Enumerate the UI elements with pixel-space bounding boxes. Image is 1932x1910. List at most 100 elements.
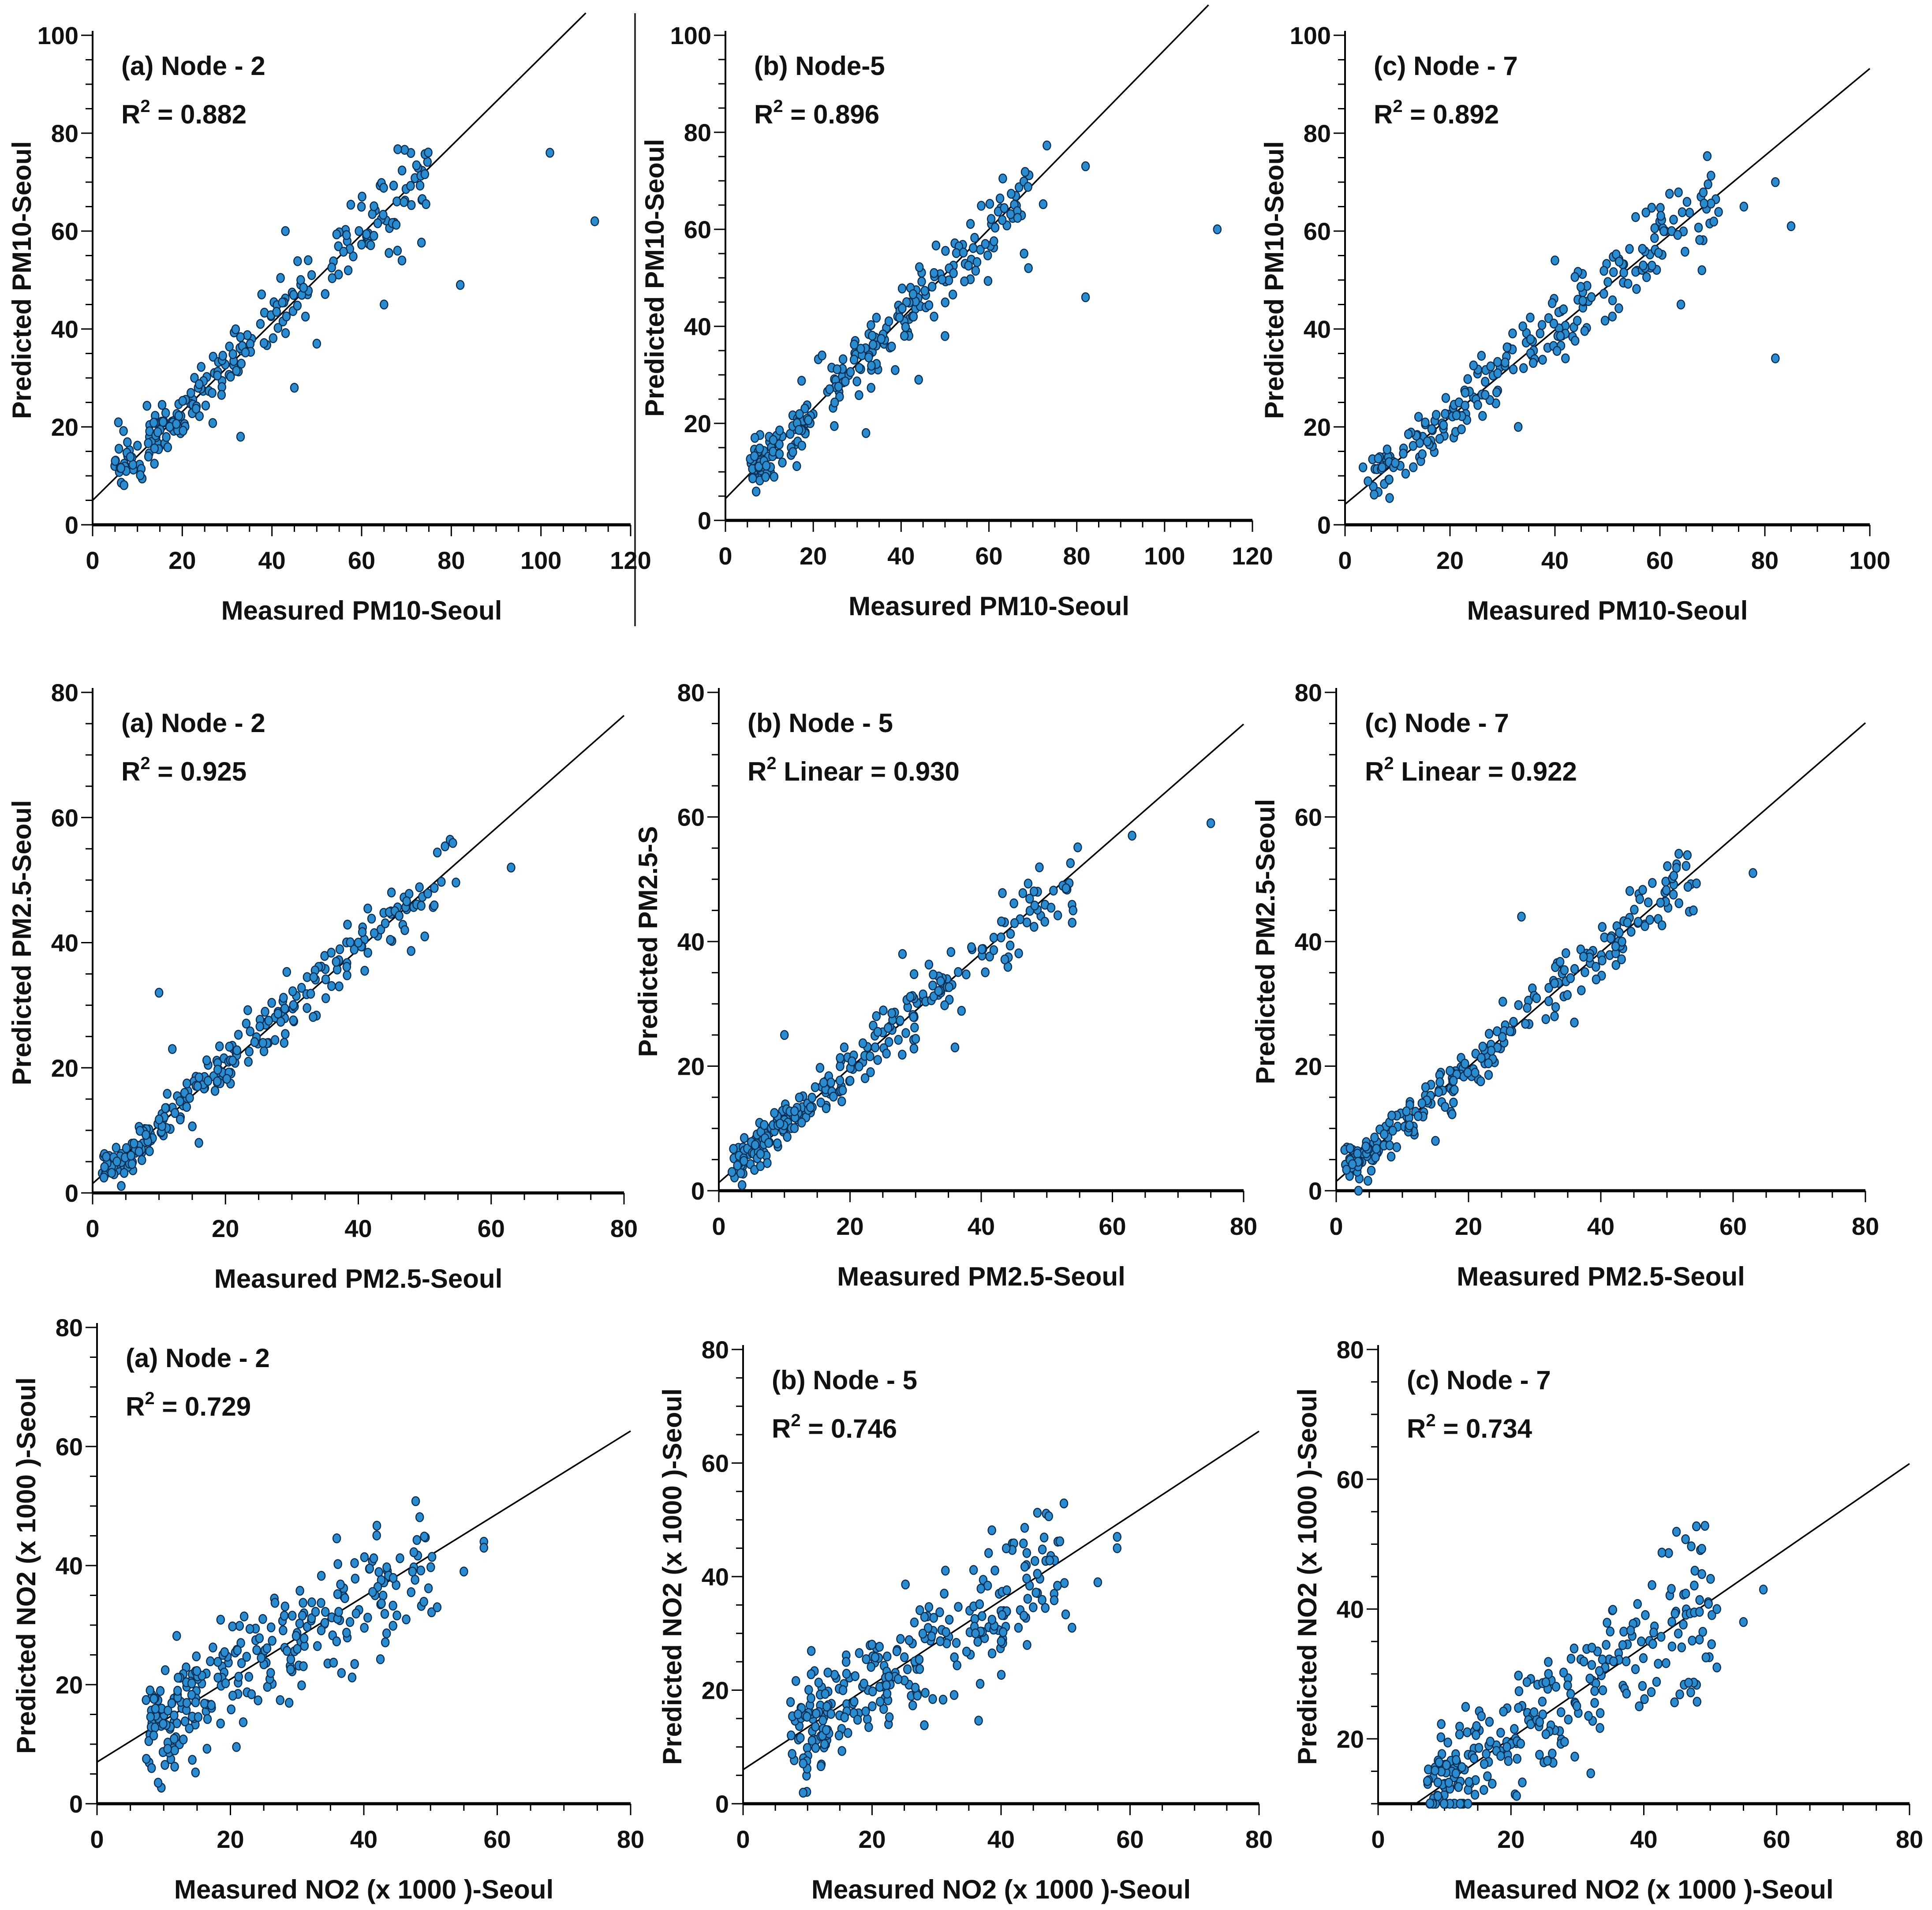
data-point	[147, 1763, 156, 1773]
data-point	[1712, 1662, 1721, 1673]
data-point	[112, 1156, 121, 1166]
data-point	[1039, 1532, 1049, 1543]
data-point	[279, 1625, 288, 1636]
data-point	[142, 1130, 150, 1140]
data-point	[761, 472, 770, 482]
data-point	[299, 283, 308, 293]
data-point	[321, 974, 330, 984]
data-point	[1473, 400, 1482, 410]
data-point	[797, 1118, 806, 1128]
data-point	[816, 1097, 826, 1108]
data-point	[997, 1670, 1006, 1680]
data-point	[385, 248, 393, 258]
data-point	[1692, 878, 1701, 889]
data-point	[415, 1512, 424, 1522]
data-point	[928, 1694, 937, 1704]
y-axis-title: Predicted PM10-Seoul	[1259, 141, 1289, 419]
data-point	[873, 1027, 882, 1037]
data-point	[928, 980, 937, 991]
data-point	[1386, 1151, 1396, 1162]
data-point	[430, 883, 439, 893]
data-point	[269, 333, 278, 344]
data-point	[1570, 336, 1580, 346]
data-point	[1517, 912, 1526, 922]
data-point	[358, 927, 367, 937]
data-point	[448, 838, 457, 848]
data-point	[998, 1610, 1007, 1620]
data-point	[225, 1042, 234, 1052]
data-point	[138, 1155, 146, 1165]
data-point	[786, 1697, 795, 1707]
data-point	[163, 1089, 172, 1099]
data-point	[1570, 1752, 1579, 1762]
data-point	[1749, 868, 1757, 878]
data-point	[154, 987, 164, 998]
data-point	[1759, 1585, 1768, 1595]
data-point	[837, 1096, 846, 1106]
data-point	[1514, 1671, 1523, 1681]
data-point	[1499, 1706, 1508, 1717]
data-point	[898, 303, 907, 314]
data-point	[370, 231, 378, 241]
data-point	[1388, 1125, 1397, 1136]
data-point	[233, 1645, 242, 1656]
data-point	[794, 425, 803, 435]
data-point	[363, 948, 372, 958]
data-point	[906, 992, 915, 1002]
data-point	[901, 1579, 910, 1590]
data-point	[1537, 320, 1547, 330]
y-tick-label: 60	[1304, 217, 1331, 245]
data-point	[1665, 189, 1674, 199]
data-point	[1013, 213, 1022, 223]
data-point	[935, 1607, 944, 1617]
data-point	[775, 439, 784, 449]
data-point	[1649, 1627, 1658, 1638]
data-point	[232, 1045, 242, 1055]
data-point	[126, 452, 135, 462]
data-point	[1611, 941, 1620, 951]
data-point	[751, 1140, 760, 1150]
data-point	[153, 427, 162, 437]
data-point	[170, 1745, 179, 1756]
data-point	[1522, 1677, 1532, 1687]
data-point	[415, 180, 425, 191]
data-point	[256, 319, 265, 329]
data-point	[279, 993, 288, 1003]
data-point	[221, 1678, 230, 1689]
data-point	[1697, 1544, 1706, 1554]
data-point	[262, 1643, 272, 1653]
data-point	[1647, 202, 1656, 213]
data-point	[317, 1598, 325, 1608]
data-point	[737, 1180, 747, 1190]
data-point	[191, 404, 201, 414]
y-tick-label: 40	[702, 1563, 729, 1591]
x-tick-label: 0	[1371, 1825, 1385, 1853]
data-point	[795, 1092, 804, 1103]
x-tick-label: 40	[887, 542, 915, 570]
data-point	[924, 959, 934, 970]
data-point	[1544, 1657, 1553, 1667]
data-point	[1707, 171, 1715, 181]
data-point	[1342, 1165, 1351, 1175]
data-point	[255, 1633, 264, 1644]
data-point	[1043, 140, 1051, 151]
data-point	[372, 1530, 381, 1541]
data-point	[780, 1030, 789, 1040]
data-point	[317, 1625, 326, 1636]
data-point	[311, 1607, 320, 1617]
data-point	[1602, 1640, 1611, 1650]
data-point	[1704, 179, 1712, 190]
data-point	[895, 312, 904, 323]
data-point	[1025, 893, 1034, 904]
data-point	[272, 306, 281, 317]
data-point	[254, 1695, 262, 1705]
data-point	[838, 354, 848, 364]
data-point	[1633, 917, 1643, 927]
data-point	[969, 1565, 978, 1575]
data-point	[1699, 187, 1708, 198]
data-point	[1477, 351, 1486, 361]
x-tick-label: 80	[1852, 1212, 1879, 1240]
data-point	[1703, 151, 1712, 161]
data-point	[1457, 1762, 1466, 1772]
data-point	[1603, 1618, 1611, 1628]
